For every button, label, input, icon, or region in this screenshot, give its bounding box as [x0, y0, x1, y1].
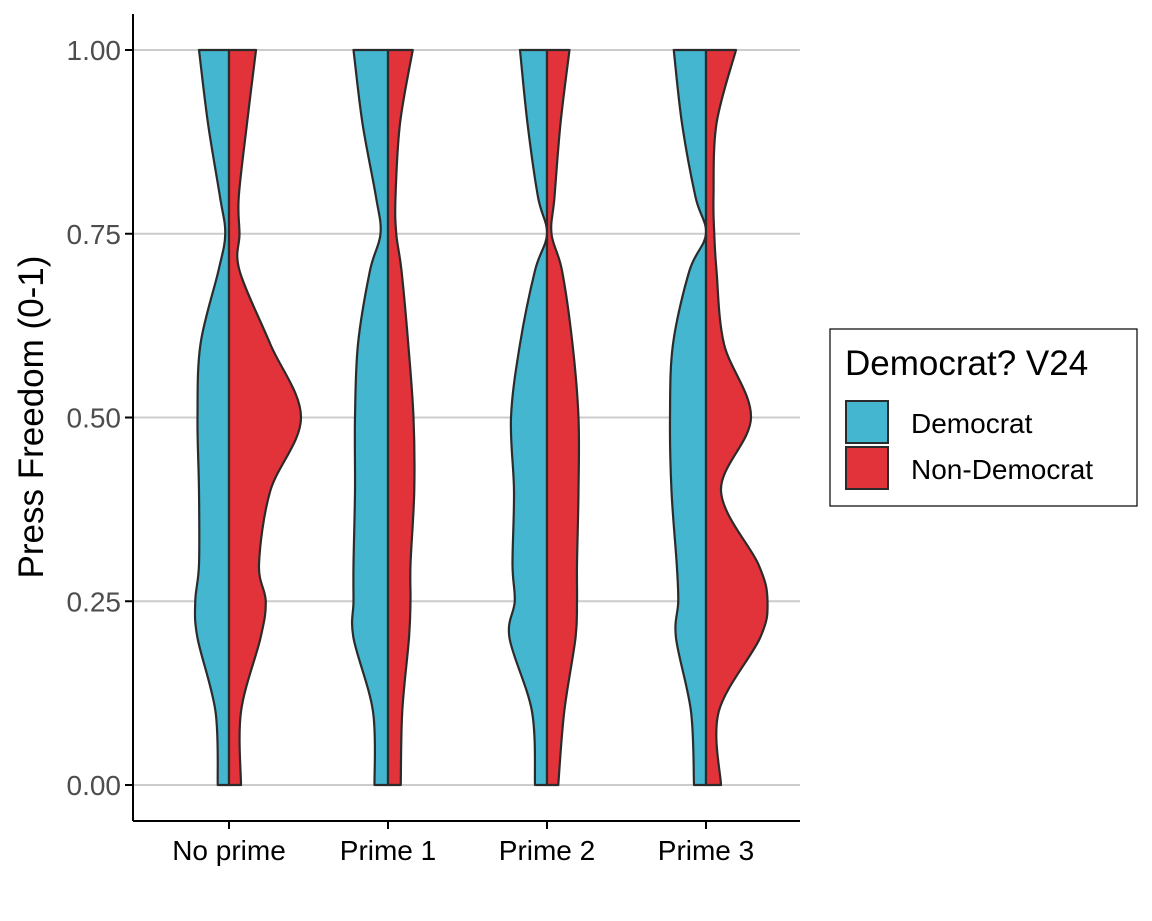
x-tick-label: Prime 1: [340, 835, 436, 866]
y-tick-label: 1.00: [67, 35, 122, 66]
y-tick-label: 0.00: [67, 770, 122, 801]
violin-half-democrat-no-prime: [193, 48, 231, 787]
violins: [193, 48, 769, 787]
violin-half-non-democrat-prime-1: [386, 48, 416, 787]
y-tick-label: 0.25: [67, 586, 122, 617]
violin-half-non-democrat-no-prime: [227, 48, 303, 787]
y-axis-title: Press Freedom (0-1): [12, 256, 51, 579]
violin-half-democrat-prime-2: [507, 48, 549, 787]
legend-label-non-democrat: Non-Democrat: [911, 454, 1093, 485]
violin-half-democrat-prime-1: [350, 48, 390, 787]
violin-half-democrat-prime-3: [668, 48, 708, 787]
violin-half-non-democrat-prime-2: [545, 48, 581, 787]
x-tick-label: Prime 3: [658, 835, 754, 866]
x-ticks: No prime Prime 1 Prime 2 Prime 3: [172, 821, 754, 866]
legend-key-non-democrat: [845, 446, 889, 490]
legend-title: Democrat? V24: [845, 344, 1088, 383]
y-ticks: 0.00 0.25 0.50 0.75 1.00: [67, 35, 133, 801]
legend-key-democrat: [845, 400, 889, 444]
x-tick-label: No prime: [172, 835, 286, 866]
x-tick-label: Prime 2: [499, 835, 595, 866]
y-tick-label: 0.50: [67, 403, 122, 434]
y-tick-label: 0.75: [67, 219, 122, 250]
violin-half-non-democrat-prime-3: [704, 48, 769, 787]
legend: Democrat? V24 Democrat Non-Democrat: [829, 328, 1138, 507]
legend-label-democrat: Democrat: [911, 408, 1033, 439]
